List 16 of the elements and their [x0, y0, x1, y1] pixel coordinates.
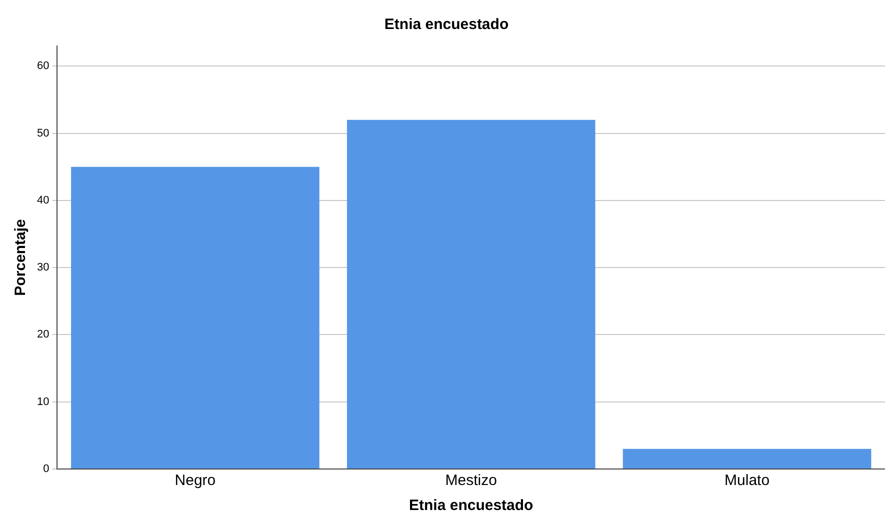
y-tick-label: 10	[36, 396, 50, 408]
y-tick-label: 60	[36, 60, 50, 72]
x-tick-label: Negro	[174, 472, 216, 490]
bar	[346, 120, 596, 468]
x-tick-label: Mestizo	[445, 472, 497, 490]
y-axis-title: Porcentaje	[12, 219, 30, 296]
y-tick-label: 50	[36, 127, 50, 140]
y-tick-label: 0	[43, 463, 50, 476]
bar	[622, 448, 872, 468]
bar	[71, 166, 320, 468]
y-tick-label: 30	[36, 262, 50, 274]
chart-title: Etnia encuestado	[384, 16, 509, 34]
x-axis-title: Etnia encuestado	[409, 497, 534, 514]
x-tick-label: Mulato	[724, 472, 770, 490]
y-tick-label: 20	[36, 328, 50, 341]
y-tick-label: 40	[36, 194, 50, 206]
